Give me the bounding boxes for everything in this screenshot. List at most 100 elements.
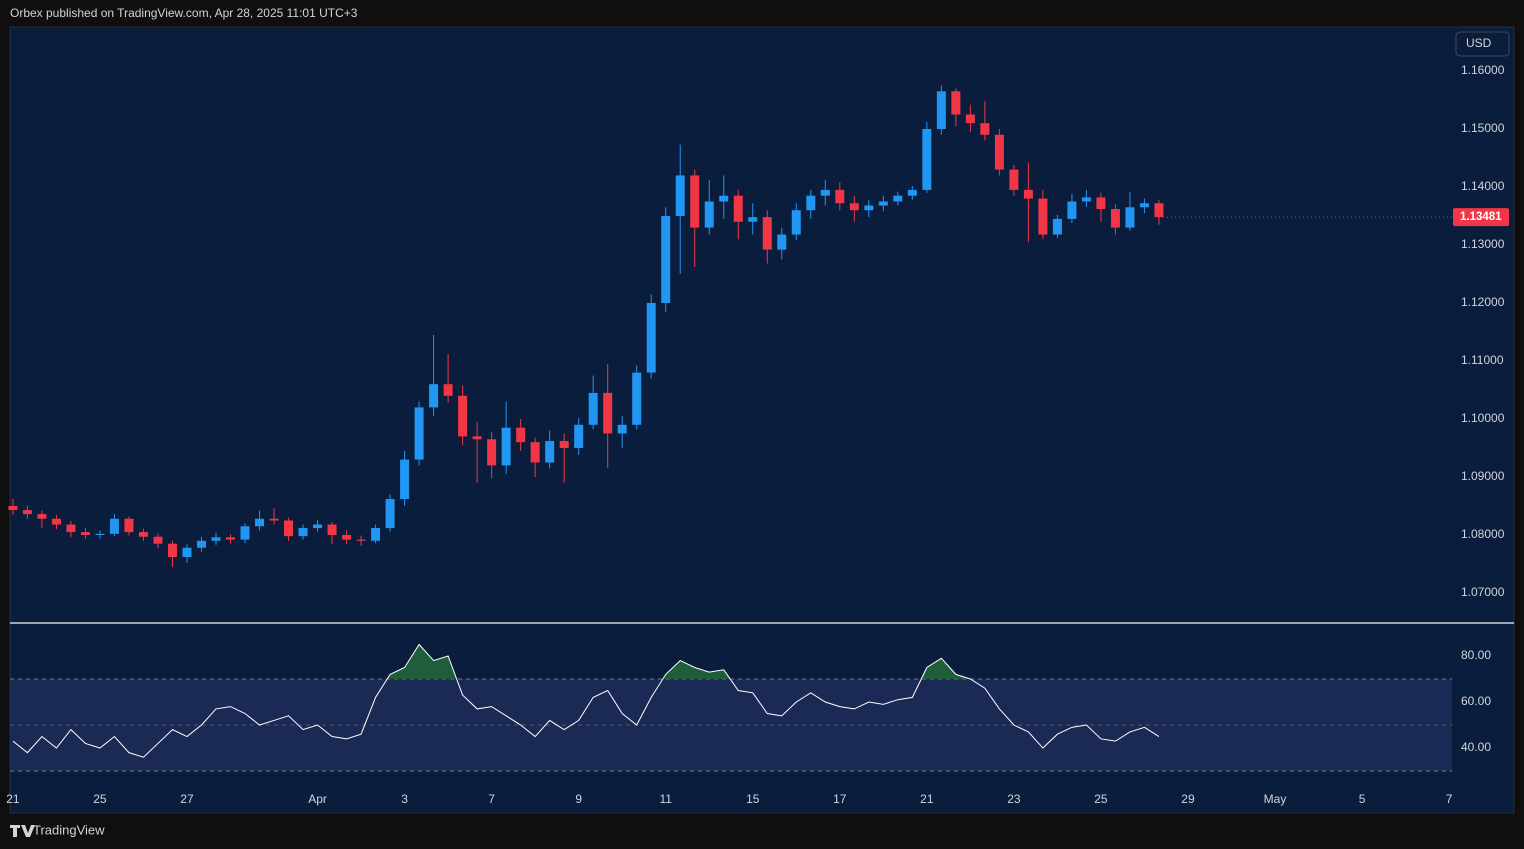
- candle-body: [907, 189, 917, 196]
- x-tick-label: 25: [93, 792, 107, 806]
- x-tick-label: 29: [1181, 792, 1195, 806]
- candle-body: [762, 217, 772, 250]
- candle-body: [820, 189, 830, 196]
- candle-body: [138, 532, 148, 537]
- currency[interactable]: USD: [1466, 36, 1492, 50]
- candle-body: [226, 537, 236, 540]
- x-tick-label: Apr: [308, 792, 327, 806]
- candle-body: [458, 395, 468, 437]
- candle-body: [936, 91, 946, 129]
- y-tick-label: 40.00: [1461, 740, 1491, 754]
- candle-body: [965, 114, 975, 124]
- candle-body: [37, 514, 47, 519]
- x-tick-label: 17: [833, 792, 847, 806]
- candle-body: [777, 234, 787, 250]
- candle-body: [849, 203, 859, 211]
- candle-body: [269, 518, 279, 521]
- y-tick-label: 1.16000: [1461, 63, 1505, 77]
- candle-body: [80, 532, 90, 535]
- candle-body: [704, 201, 714, 228]
- candle-body: [255, 518, 265, 527]
- x-tick-label: 21: [920, 792, 934, 806]
- candle-body: [487, 439, 497, 466]
- candle-body: [109, 518, 119, 534]
- candle-body: [516, 427, 526, 443]
- candle-body: [835, 189, 845, 204]
- x-tick-label: 5: [1359, 792, 1366, 806]
- candle-body: [342, 534, 352, 540]
- candle-body: [1125, 207, 1135, 228]
- candle-body: [385, 499, 395, 529]
- candle-body: [1023, 189, 1033, 199]
- candle-body: [1038, 198, 1048, 235]
- candle-body: [675, 175, 685, 216]
- candle-body: [240, 526, 250, 540]
- y-tick-label: 1.12000: [1461, 295, 1505, 309]
- y-tick-label: 1.13000: [1461, 237, 1505, 251]
- candle-body: [603, 392, 613, 434]
- candle-body: [617, 424, 627, 434]
- candle-body: [167, 543, 177, 558]
- candle-body: [661, 215, 671, 303]
- y-tick-label: 1.15000: [1461, 121, 1505, 135]
- candle-body: [893, 195, 903, 202]
- candle-body: [690, 175, 700, 228]
- candle-body: [501, 427, 511, 466]
- x-tick-label: 7: [1446, 792, 1453, 806]
- y-tick-label: 1.14000: [1461, 179, 1505, 193]
- candle-body: [994, 134, 1004, 170]
- y-tick-label: 1.10000: [1461, 411, 1505, 425]
- x-tick-label: May: [1264, 792, 1287, 806]
- candle-body: [530, 442, 540, 463]
- candle-body: [8, 505, 18, 511]
- candle-body: [327, 524, 337, 535]
- candle-body: [22, 510, 32, 515]
- candle-body: [1081, 197, 1091, 202]
- candle-body: [443, 384, 453, 396]
- candle-body: [371, 528, 381, 541]
- x-tick-label: 27: [180, 792, 194, 806]
- candle-body: [574, 424, 584, 448]
- candle-body: [196, 540, 206, 548]
- candle-body: [922, 128, 932, 190]
- candle-body: [414, 407, 424, 460]
- y-tick-label: 80.00: [1461, 648, 1491, 662]
- candle-body: [748, 217, 758, 222]
- candle-body: [153, 536, 163, 544]
- candle-body: [646, 302, 656, 373]
- candle-body: [588, 392, 598, 425]
- rsi-line: [12, 643, 1160, 758]
- candle-body: [313, 524, 323, 529]
- candle-body: [951, 91, 961, 115]
- candle-body: [632, 372, 642, 425]
- candle-body: [806, 195, 816, 211]
- candle-body: [1067, 201, 1077, 219]
- candle-body: [66, 524, 76, 533]
- candle-body: [429, 384, 439, 408]
- candle-body: [1139, 203, 1149, 208]
- y-tick-label: 1.09000: [1461, 469, 1505, 483]
- candle-body: [95, 533, 105, 535]
- currency-button[interactable]: [1455, 31, 1510, 57]
- x-tick-label: 15: [746, 792, 760, 806]
- candle-body: [878, 201, 888, 206]
- candle-body: [284, 520, 294, 537]
- candle-body: [1154, 203, 1164, 218]
- candle-body: [733, 195, 743, 222]
- x-tick-label: 23: [1007, 792, 1021, 806]
- logo: [10, 825, 35, 837]
- candle-body: [400, 459, 410, 500]
- x-tick-label: 25: [1094, 792, 1108, 806]
- candle-body: [1110, 209, 1120, 228]
- candle-body: [864, 205, 874, 211]
- candle-body: [472, 436, 482, 440]
- header: Orbex published on TradingView.com, Apr …: [10, 6, 358, 20]
- candle-body: [356, 539, 366, 541]
- x-tick-label: 9: [575, 792, 582, 806]
- candle-body: [211, 537, 221, 541]
- candle-body: [1052, 218, 1062, 235]
- last-price-tag: [1453, 208, 1509, 227]
- candle-body: [559, 441, 569, 448]
- y-tick-label: 1.07000: [1461, 585, 1505, 599]
